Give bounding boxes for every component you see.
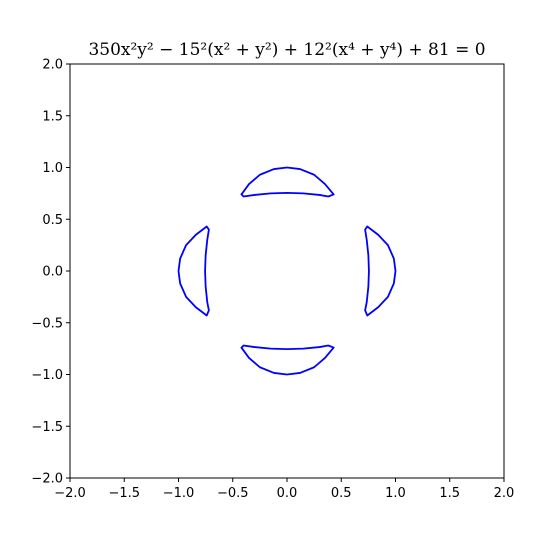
x-tick-label: −1.5	[108, 486, 140, 501]
curve-right	[364, 225, 397, 317]
plot-frame	[69, 63, 505, 479]
y-tick-label: 1.5	[42, 109, 63, 124]
x-tick-label: 0.5	[331, 486, 352, 501]
x-tick-label: −0.5	[217, 486, 249, 501]
x-tick-label: −1.0	[163, 486, 195, 501]
curves-group	[177, 166, 397, 376]
y-tick-label: −2.0	[31, 472, 63, 487]
x-tick-label: −2.0	[54, 486, 86, 501]
x-tick-label: 2.0	[494, 486, 515, 501]
y-tick-label: 0.0	[42, 265, 63, 280]
curve-top	[240, 166, 335, 198]
x-tick-label: 1.0	[385, 486, 406, 501]
y-axis: −2.0 −1.5 −1.0 −0.5 0.0 0.5 1.0 1.5 2.0	[31, 58, 70, 487]
curve-bottom	[240, 344, 335, 376]
y-tick-label: −1.0	[31, 368, 63, 383]
y-tick-label: −1.5	[31, 420, 63, 435]
x-tick-label: 1.5	[439, 486, 460, 501]
y-tick-label: 0.5	[42, 213, 63, 228]
y-tick-label: −0.5	[31, 316, 63, 331]
x-tick-label: 0.0	[277, 486, 298, 501]
x-axis: −2.0 −1.5 −1.0 −0.5 0.0 0.5 1.0 1.5 2.0	[54, 478, 514, 501]
chart-title: 350x²y² − 15²(x² + y²) + 12²(x⁴ + y⁴) + …	[88, 40, 485, 60]
y-tick-label: 2.0	[42, 58, 63, 73]
curve-left	[177, 225, 210, 317]
y-tick-label: 1.0	[42, 161, 63, 176]
